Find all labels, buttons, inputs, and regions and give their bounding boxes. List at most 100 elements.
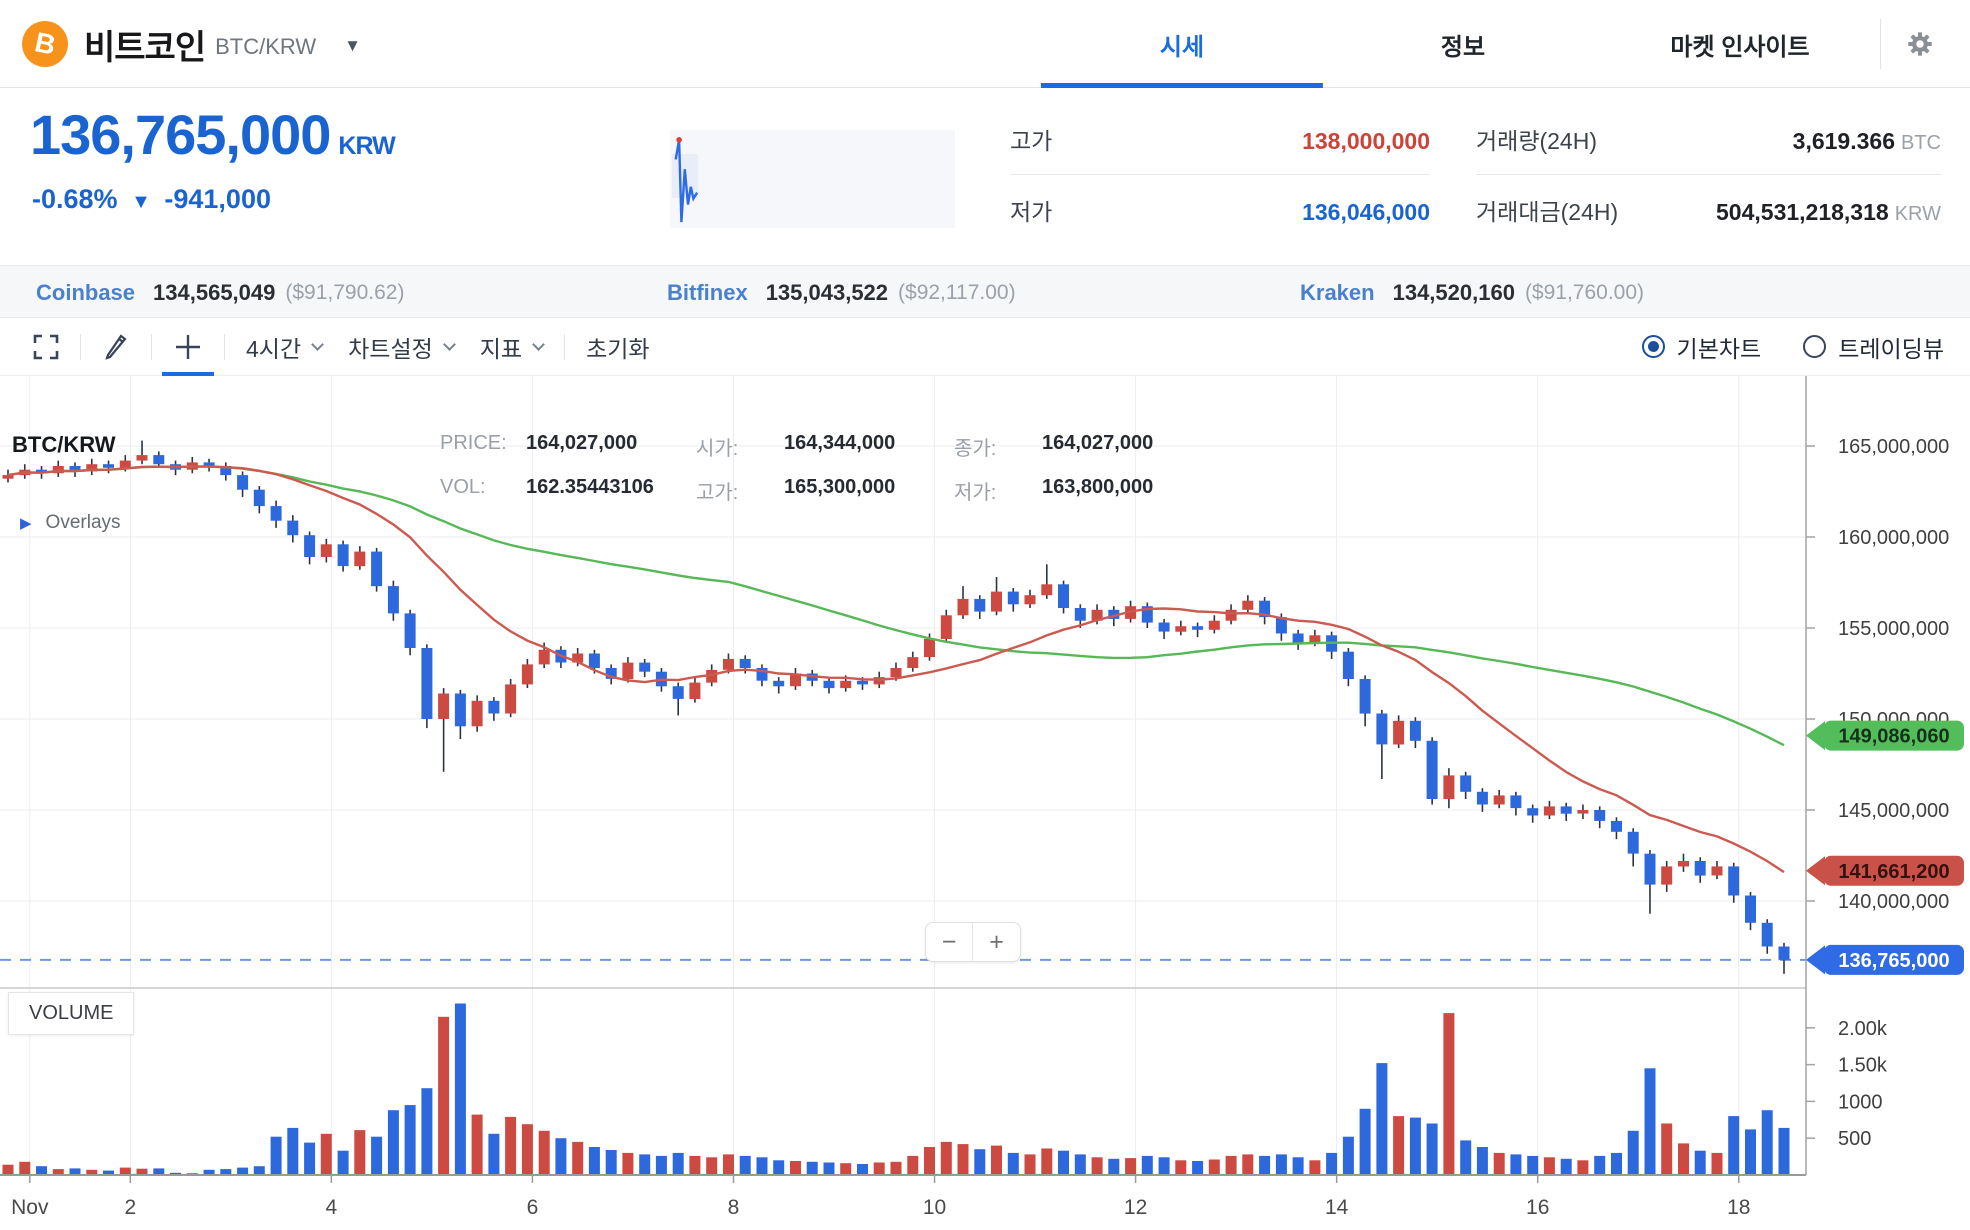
coin-name: 비트코인	[84, 28, 206, 67]
coin-pair: BTC/KRW	[215, 34, 317, 59]
legend-vol-label: VOL:	[440, 476, 486, 498]
tab-label: 마켓 인사이트	[1670, 33, 1810, 61]
triangle-right-icon: ▶	[20, 515, 32, 532]
stat-low: 저가 136,046,000	[1010, 175, 1430, 227]
exchange-name: Coinbase	[36, 279, 136, 305]
zoom-out-button[interactable]: −	[926, 923, 973, 961]
legend-open-label: 시가:	[696, 438, 739, 460]
stat-value-turnover: 504,531,218,318	[1716, 199, 1889, 225]
ticker-bitfinex[interactable]: Bitfinex 135,043,522 ($92,117.00)	[667, 266, 1016, 319]
chevron-down-icon	[442, 338, 456, 351]
tab-market-price[interactable]: 시세	[1160, 0, 1204, 88]
legend-price-value: 164,027,000	[526, 432, 638, 454]
volume-label-text: VOLUME	[29, 1002, 114, 1024]
svg-text:16: 16	[1526, 1196, 1549, 1219]
chevron-down-icon[interactable]: ▼	[344, 36, 361, 55]
gear-icon[interactable]	[1906, 30, 1934, 58]
legend-high-label: 고가:	[696, 482, 739, 504]
stat-label: 저가	[1010, 199, 1053, 225]
legend-high-value: 165,300,000	[784, 476, 896, 498]
svg-text:140,000,000: 140,000,000	[1838, 891, 1949, 913]
exchange-usd: ($92,117.00)	[898, 280, 1016, 304]
exchange-price: 135,043,522	[765, 279, 889, 305]
stat-label: 거래대금(24H)	[1476, 199, 1619, 225]
svg-text:1000: 1000	[1838, 1091, 1883, 1113]
svg-text:Nov: Nov	[11, 1196, 49, 1219]
current-price: 136,765,000 KRW	[30, 102, 396, 167]
price-value: 136,765,000	[30, 103, 331, 166]
radio-selected-icon	[1641, 335, 1665, 358]
svg-text:500: 500	[1838, 1128, 1871, 1150]
down-arrow-icon: ▼	[131, 191, 151, 213]
mini-sparkline-chart	[670, 130, 955, 228]
change-amount: -941,000	[164, 184, 271, 214]
exchange-price: 134,520,160	[1392, 279, 1515, 305]
crosshair-tool-button[interactable]	[160, 318, 216, 376]
legend-vol-value: 162.35443106	[526, 476, 654, 498]
indicators-label: 지표	[479, 335, 523, 362]
toolbar-separator	[564, 333, 566, 360]
svg-text:1.50k: 1.50k	[1838, 1055, 1888, 1077]
svg-text:14: 14	[1325, 1196, 1349, 1219]
exchange-name: Bitfinex	[667, 279, 748, 305]
svg-text:8: 8	[728, 1196, 740, 1219]
radio-label: 트레이딩뷰	[1838, 335, 1944, 362]
legend-open-value: 164,344,000	[784, 432, 896, 454]
reset-button[interactable]: 초기화	[573, 318, 662, 376]
price-currency: KRW	[338, 132, 395, 160]
tab-info[interactable]: 정보	[1441, 0, 1485, 88]
legend-low-value: 163,800,000	[1042, 476, 1154, 498]
ticker-kraken[interactable]: Kraken 134,520,160 ($91,760.00)	[1300, 266, 1644, 319]
exchange-usd: ($91,760.00)	[1524, 280, 1645, 304]
legend-close-label: 종가:	[954, 438, 997, 460]
stat-unit: KRW	[1894, 203, 1941, 225]
indicators-dropdown[interactable]: 지표	[467, 318, 556, 376]
legend-price-label: PRICE:	[440, 432, 507, 454]
tab-market-insight[interactable]: 마켓 인사이트	[1670, 0, 1809, 88]
overlays-label: Overlays	[45, 512, 121, 533]
draw-button[interactable]	[89, 318, 143, 376]
stat-value-high: 138,000,000	[1302, 128, 1430, 154]
svg-text:160,000,000: 160,000,000	[1838, 527, 1949, 549]
chart-toolbar: 4시간 차트설정 지표 초기화 기본차트 트레이딩뷰	[0, 318, 1970, 376]
tab-label: 정보	[1440, 33, 1486, 61]
radio-basic-chart[interactable]: 기본차트	[1641, 330, 1762, 364]
chart-symbol-label: BTC/KRW	[12, 432, 116, 457]
price-change: -0.68% ▼ -941,000	[32, 184, 271, 215]
legend-close-value: 164,027,000	[1042, 432, 1154, 454]
radio-tradingview[interactable]: 트레이딩뷰	[1803, 330, 1944, 364]
chevron-down-icon	[311, 338, 324, 351]
stats-grid: 고가 138,000,000 거래량(24H) 3,619.366 BTC 저가 …	[1010, 122, 1941, 227]
svg-text:2.00k: 2.00k	[1838, 1018, 1888, 1040]
chart-settings-label: 차트설정	[348, 335, 433, 362]
toolbar-separator	[151, 333, 152, 360]
stat-label: 거래량(24H)	[1476, 128, 1597, 154]
price-summary-panel: 136,765,000 KRW -0.68% ▼ -941,000 고가 138,…	[0, 88, 1970, 265]
stat-value-volume: 3,619.366	[1792, 128, 1895, 154]
svg-text:149,086,060: 149,086,060	[1838, 726, 1949, 748]
svg-text:145,000,000: 145,000,000	[1838, 800, 1949, 822]
stat-label: 고가	[1010, 128, 1053, 154]
stat-value-low: 136,046,000	[1302, 199, 1430, 225]
ticker-coinbase[interactable]: Coinbase 134,565,049 ($91,790.62)	[36, 266, 404, 319]
toolbar-separator	[80, 333, 81, 360]
overlays-toggle[interactable]: ▶ Overlays	[20, 512, 121, 534]
zoom-controls: − +	[925, 922, 1021, 962]
svg-text:4: 4	[326, 1196, 338, 1219]
stat-volume24h: 거래량(24H) 3,619.366 BTC	[1476, 122, 1941, 175]
pencil-icon	[105, 333, 127, 360]
interval-dropdown[interactable]: 4시간	[233, 318, 335, 376]
chart-type-switch: 기본차트 트레이딩뷰	[1641, 330, 1944, 364]
zoom-in-button[interactable]: +	[989, 927, 1004, 956]
tab-label: 시세	[1159, 33, 1205, 61]
fullscreen-icon	[33, 334, 59, 359]
svg-text:141,661,200: 141,661,200	[1838, 861, 1949, 883]
bitcoin-icon: B	[22, 21, 68, 67]
coin-selector[interactable]: B 비트코인 BTC/KRW ▼	[22, 0, 361, 88]
radio-label: 기본차트	[1676, 335, 1762, 362]
price-volume-chart[interactable]: 165,000,000160,000,000155,000,000150,000…	[0, 376, 1970, 1230]
fullscreen-button[interactable]	[20, 318, 72, 376]
interval-label: 4시간	[246, 335, 302, 362]
chart-settings-dropdown[interactable]: 차트설정	[335, 318, 467, 376]
svg-text:155,000,000: 155,000,000	[1838, 618, 1949, 640]
